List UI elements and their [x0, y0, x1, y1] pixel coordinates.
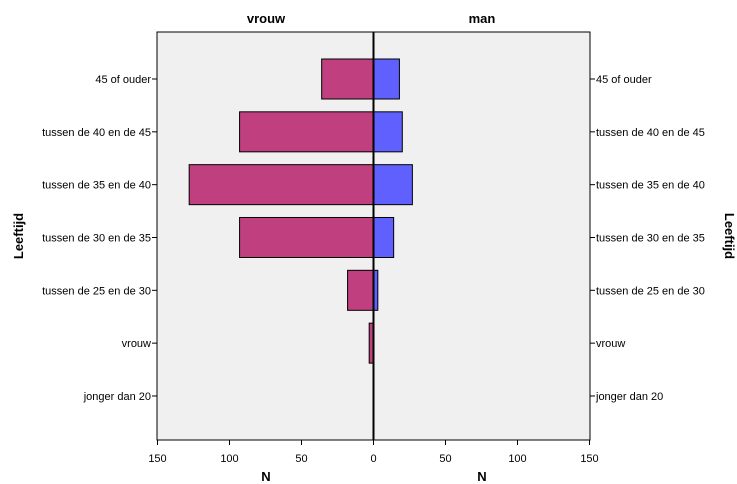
bar-vrouw-cat-2: [188, 164, 374, 206]
category-label-left: vrouw: [122, 338, 151, 350]
category-label-right: 45 of ouder: [596, 74, 652, 86]
x-axis-label-left: N: [261, 469, 270, 484]
category-label-right: tussen de 25 en de 30: [596, 285, 705, 297]
bar-man-cat-2: [373, 164, 413, 206]
category-labels-left: 45 of ouder tussen de 40 en de 45 tussen d…: [42, 74, 157, 403]
x-tick-label: 0: [370, 453, 376, 465]
bar-man-cat-3: [373, 216, 395, 258]
y-axis-label-left: Leeftijd: [11, 213, 26, 259]
bars-group: [188, 58, 413, 364]
category-label-right: vrouw: [596, 338, 625, 350]
category-label-left: 45 of ouder: [95, 74, 151, 86]
x-ticks: 0 50 50 100 100 150 150: [148, 440, 599, 465]
category-label-left: jonger dan 20: [83, 391, 151, 403]
x-axis-label-right: N: [477, 469, 486, 484]
panel-title-vrouw: vrouw: [247, 11, 286, 26]
bar-vrouw-cat-4: [347, 269, 374, 311]
bar-vrouw-cat-3: [239, 216, 374, 258]
x-tick-label: 50: [295, 453, 307, 465]
category-label-left: tussen de 35 en de 40: [42, 180, 151, 192]
x-tick-label: 100: [220, 453, 238, 465]
category-labels-right: 45 of ouder tussen de 40 en de 45 tussen d…: [590, 74, 705, 403]
category-label-right: tussen de 30 en de 35: [596, 232, 705, 244]
category-label-left: tussen de 40 en de 45: [42, 127, 151, 139]
y-axis-label-right: Leeftijd: [722, 213, 737, 259]
bar-vrouw-cat-0: [321, 58, 375, 100]
panel-title-man: man: [469, 11, 496, 26]
bar-man-cat-0: [373, 58, 400, 100]
category-label-right: tussen de 35 en de 40: [596, 180, 705, 192]
bar-vrouw-cat-1: [239, 111, 374, 153]
category-label-left: tussen de 30 en de 35: [42, 232, 151, 244]
category-label-left: tussen de 25 en de 30: [42, 285, 151, 297]
x-tick-label: 50: [439, 453, 451, 465]
category-label-right: jonger dan 20: [595, 391, 663, 403]
x-tick-label: 150: [580, 453, 598, 465]
x-tick-label: 150: [148, 453, 166, 465]
category-label-right: tussen de 40 en de 45: [596, 127, 705, 139]
x-tick-label: 100: [508, 453, 526, 465]
bar-man-cat-1: [373, 111, 403, 153]
